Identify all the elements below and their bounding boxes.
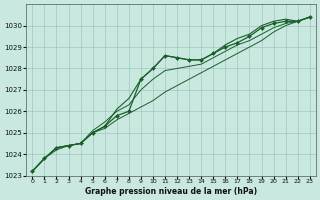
X-axis label: Graphe pression niveau de la mer (hPa): Graphe pression niveau de la mer (hPa) — [85, 187, 257, 196]
